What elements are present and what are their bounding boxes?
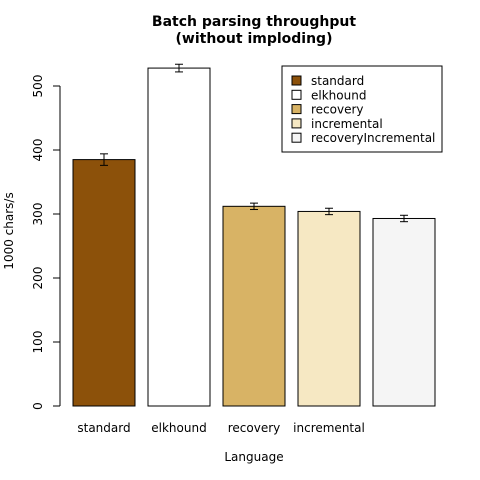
bar-recovery [222, 205, 286, 407]
y-tick-label: 400 [31, 139, 45, 162]
x-tick-label-standard: standard [77, 421, 130, 435]
legend-swatch-standard [291, 75, 302, 86]
legend-label-recovery: recovery [311, 103, 364, 117]
legend-swatch-recovery [291, 104, 302, 115]
y-axis-label: 1000 chars/s [2, 192, 16, 269]
bar-recoveryIncremental [372, 217, 436, 407]
bar-elkhound [147, 67, 211, 407]
legend-swatch-recoveryIncremental [291, 132, 302, 143]
bars [72, 67, 436, 407]
error-bar-recovery [250, 202, 258, 211]
error-bar-standard [100, 153, 108, 166]
x-tick-labels: standard elkhound recovery incremental [77, 421, 364, 435]
legend-swatch-elkhound [291, 89, 302, 100]
chart-title-line-2: (without imploding) [176, 31, 333, 47]
legend-label-recoveryIncremental: recoveryIncremental [311, 131, 435, 145]
error-bar-recoveryIncremental [400, 214, 408, 223]
x-tick-label-incremental: incremental [293, 421, 365, 435]
legend-label-elkhound: elkhound [311, 88, 366, 102]
y-axis: 0 100 200 300 400 500 [31, 75, 61, 410]
legend-box [281, 65, 443, 153]
legend: standardelkhoundrecoveryincrementalrecov… [281, 65, 443, 153]
bar-incremental [297, 210, 361, 407]
x-tick-label-elkhound: elkhound [151, 421, 206, 435]
y-tick-label: 0 [31, 402, 45, 410]
y-tick-label: 100 [31, 331, 45, 354]
error-bar-elkhound [175, 63, 183, 73]
legend-swatch-incremental [291, 118, 302, 129]
bar-standard [72, 159, 136, 407]
legend-label-standard: standard [311, 74, 364, 88]
y-tick-label: 500 [31, 75, 45, 98]
y-tick-label: 300 [31, 203, 45, 226]
y-tick-label: 200 [31, 267, 45, 290]
chart-title-line-1: Batch parsing throughput [152, 14, 356, 30]
legend-label-incremental: incremental [311, 117, 383, 131]
error-bar-incremental [325, 207, 333, 216]
error-bars [100, 63, 408, 223]
x-tick-label-recovery: recovery [228, 421, 281, 435]
x-axis-label: Language [224, 450, 283, 464]
